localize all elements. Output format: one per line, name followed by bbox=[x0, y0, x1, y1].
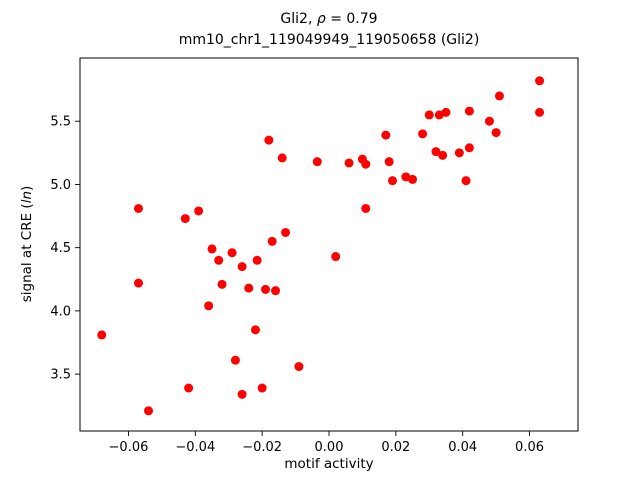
scatter-point bbox=[312, 157, 322, 167]
scatter-point bbox=[230, 355, 240, 365]
y-label-pre: signal at CRE ( bbox=[19, 203, 35, 303]
scatter-point bbox=[184, 383, 194, 393]
y-label-post: ) bbox=[19, 185, 35, 191]
scatter-point bbox=[227, 248, 237, 258]
scatter-point bbox=[461, 176, 471, 186]
y-tick-label: 4.0 bbox=[50, 304, 71, 319]
scatter-point bbox=[535, 107, 545, 117]
x-tick-label: 0.06 bbox=[515, 440, 544, 455]
scatter-point bbox=[388, 176, 398, 186]
scatter-point bbox=[535, 76, 545, 86]
x-tick-label: 0.00 bbox=[315, 440, 344, 455]
y-axis-label: signal at CRE (ln) bbox=[19, 186, 35, 303]
x-tick-label: 0.04 bbox=[448, 440, 477, 455]
title-text-post: = 0.79 bbox=[325, 11, 378, 27]
scatter-point bbox=[454, 148, 464, 158]
x-tick-label: −0.02 bbox=[242, 440, 282, 455]
scatter-point bbox=[252, 255, 262, 265]
scatter-point bbox=[217, 279, 227, 289]
scatter-point bbox=[277, 153, 287, 163]
scatter-point bbox=[418, 129, 428, 139]
scatter-point bbox=[294, 362, 304, 372]
scatter-point bbox=[244, 283, 254, 293]
scatter-point bbox=[281, 227, 291, 237]
x-tick-label: −0.04 bbox=[175, 440, 215, 455]
y-tick-label: 3.5 bbox=[50, 368, 71, 383]
chart-title-line2: mm10_chr1_119049949_119050658 (Gli2) bbox=[178, 32, 480, 48]
scatter-point bbox=[464, 143, 474, 153]
scatter-point bbox=[257, 383, 267, 393]
scatter-point bbox=[381, 130, 391, 140]
title-text-pre: Gli2, bbox=[280, 11, 317, 27]
scatter-point bbox=[250, 325, 260, 335]
scatter-point bbox=[384, 157, 394, 167]
x-tick-label: −0.06 bbox=[109, 440, 149, 455]
scatter-point bbox=[237, 262, 247, 272]
y-label-italic: ln bbox=[19, 190, 35, 204]
scatter-point bbox=[97, 330, 107, 340]
scatter-point bbox=[271, 286, 281, 296]
scatter-point bbox=[133, 203, 143, 213]
scatter-point bbox=[464, 106, 474, 116]
scatter-point bbox=[180, 214, 190, 224]
scatter-point bbox=[484, 116, 494, 126]
scatter-point bbox=[133, 278, 143, 288]
scatter-point bbox=[494, 91, 504, 101]
y-tick-label: 5.0 bbox=[50, 178, 71, 193]
scatter-point bbox=[214, 255, 224, 265]
scatter-point bbox=[204, 301, 214, 311]
y-tick-label: 4.5 bbox=[50, 241, 71, 256]
chart-title-line1: Gli2, ρ = 0.79 bbox=[179, 9, 480, 30]
y-tick-label: 5.5 bbox=[50, 115, 71, 130]
scatter-point bbox=[491, 128, 501, 138]
scatter-point bbox=[237, 389, 247, 399]
scatter-point bbox=[144, 406, 154, 416]
scatter-point bbox=[264, 135, 274, 145]
scatter-point bbox=[438, 150, 448, 160]
scatter-point bbox=[361, 203, 371, 213]
x-tick-label: 0.02 bbox=[381, 440, 410, 455]
scatter-point bbox=[344, 158, 354, 168]
scatter-point bbox=[361, 159, 371, 169]
chart-title: Gli2, ρ = 0.79 mm10_chr1_119049949_11905… bbox=[179, 9, 480, 51]
scatter-point bbox=[207, 244, 217, 254]
scatter-point bbox=[260, 284, 270, 294]
scatter-point bbox=[331, 252, 341, 262]
plot-border bbox=[79, 57, 579, 432]
scatter-point bbox=[431, 147, 441, 157]
scatter-point bbox=[194, 206, 204, 216]
scatter-point bbox=[424, 110, 434, 120]
scatter-point bbox=[441, 107, 451, 117]
scatter-point bbox=[408, 174, 418, 184]
title-rho-symbol: ρ bbox=[316, 11, 326, 27]
scatter-point bbox=[267, 236, 277, 246]
x-axis-label: motif activity bbox=[284, 456, 374, 472]
